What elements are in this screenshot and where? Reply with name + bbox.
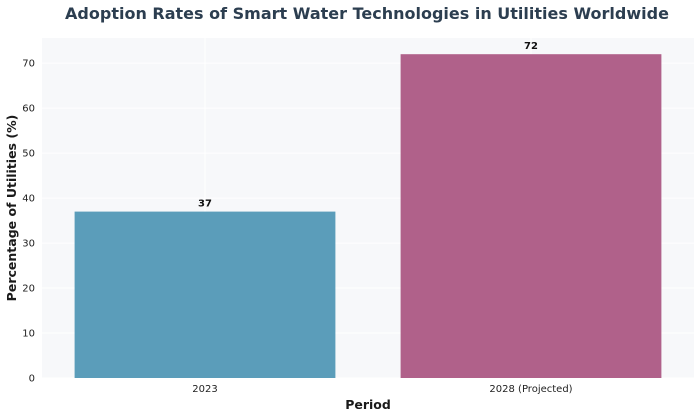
bar-value-label: 37: [198, 199, 212, 210]
y-tick-label: 0: [29, 374, 35, 385]
chart-title: Adoption Rates of Smart Water Technologi…: [65, 4, 669, 23]
y-tick-label: 50: [22, 149, 35, 160]
y-tick-label: 70: [22, 59, 35, 70]
y-axis-ticks: 0 10 20 30 40 50 60 70: [22, 59, 35, 385]
x-axis-ticks: 2023 2028 (Projected): [192, 384, 572, 395]
y-tick-label: 20: [22, 284, 35, 295]
y-tick-label: 40: [22, 194, 35, 205]
y-tick-label: 60: [22, 104, 35, 115]
y-axis-label: Percentage of Utilities (%): [4, 115, 19, 302]
x-axis-label: Period: [345, 397, 391, 412]
data-labels: 37 72: [198, 41, 538, 209]
y-tick-label: 10: [22, 329, 35, 340]
bar-value-label: 72: [524, 41, 538, 52]
x-tick-label: 2023: [192, 384, 217, 395]
bar: [74, 211, 336, 378]
bar: [400, 54, 662, 378]
y-tick-label: 30: [22, 239, 35, 250]
bars: [74, 54, 662, 378]
x-tick-label: 2028 (Projected): [489, 384, 572, 395]
